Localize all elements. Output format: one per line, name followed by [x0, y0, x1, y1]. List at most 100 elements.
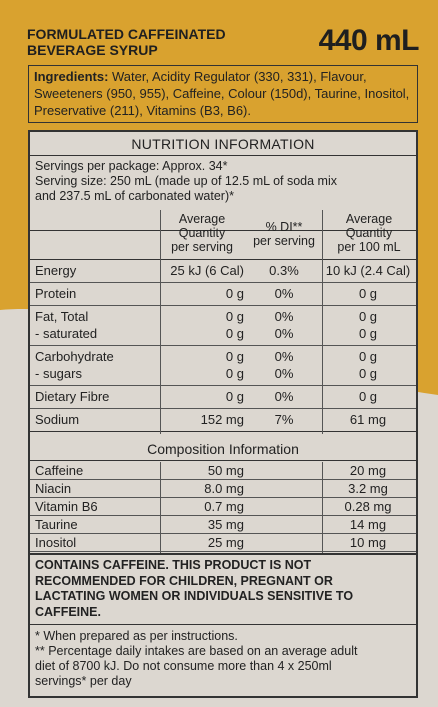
- table-row: Fat, Total 0 g 0% 0 g - saturated 0 g 0%…: [30, 306, 416, 346]
- row-per100: 61 mg: [349, 412, 387, 427]
- row-avg: 152 mg: [200, 412, 244, 427]
- comp-avg: 50 mg: [207, 463, 244, 478]
- table-row: Sodium 152 mg 7% 61 mg: [30, 409, 416, 432]
- table-row: Protein 0 g 0% 0 g: [30, 283, 416, 306]
- volume-label: 440 mL: [318, 24, 420, 57]
- header-di: % DI** per serving: [246, 220, 322, 248]
- row-sub-per100: 0 g: [358, 366, 378, 381]
- comp-per100: 20 mg: [349, 463, 387, 478]
- composition-title: Composition Information: [30, 437, 416, 461]
- row-name: Fat, Total: [35, 309, 89, 324]
- row-di: 0%: [274, 309, 294, 324]
- comp-avg: 35 mg: [207, 517, 244, 532]
- row-name: Sodium: [35, 412, 80, 427]
- row-per100: 0 g: [358, 349, 378, 364]
- row-sub-avg: 0 g: [225, 326, 244, 341]
- comp-avg: 25 mg: [207, 535, 244, 550]
- comp-per100: 0.28 mg: [344, 499, 392, 514]
- row-avg: 0 g: [225, 389, 244, 404]
- product-title-line1: FORMULATED CAFFEINATED: [27, 26, 226, 42]
- column-divider: [160, 210, 161, 434]
- nutrition-rows: Energy 25 kJ (6 Cal) 0.3% 10 kJ (2.4 Cal…: [30, 260, 416, 432]
- header-100-line3: per 100 mL: [337, 240, 401, 254]
- row-sub-per100: 0 g: [358, 326, 378, 341]
- column-headers: Average Quantity per serving % DI** per …: [30, 210, 416, 260]
- divider: [30, 553, 416, 555]
- table-row: Energy 25 kJ (6 Cal) 0.3% 10 kJ (2.4 Cal…: [30, 260, 416, 283]
- table-row: Niacin 8.0 mg 3.2 mg: [30, 480, 416, 498]
- comp-name: Caffeine: [35, 463, 84, 478]
- row-sub-di: 0%: [274, 366, 294, 381]
- footnote-2-line2: diet of 8700 kJ. Do not consume more tha…: [35, 659, 332, 673]
- header-per-100: Average Quantity per 100 mL: [322, 212, 416, 254]
- header-avg-per-serving: Average Quantity per serving: [160, 212, 248, 254]
- row-per100: 0 g: [358, 286, 378, 301]
- header-avg-line2: Quantity: [178, 226, 226, 240]
- table-row: Carbohydrate 0 g 0% 0 g - sugars 0 g 0% …: [30, 346, 416, 386]
- row-per100: 0 g: [358, 389, 378, 404]
- row-sub-name: - saturated: [35, 326, 98, 341]
- serving-info: Servings per package: Approx. 34* Servin…: [30, 156, 416, 231]
- product-title-line2: BEVERAGE SYRUP: [27, 42, 158, 58]
- table-row: Dietary Fibre 0 g 0% 0 g: [30, 386, 416, 409]
- comp-per100: 3.2 mg: [348, 481, 388, 496]
- header-di-line1: % DI**: [265, 220, 303, 234]
- serving-size-line1: Serving size: 250 mL (made up of 12.5 mL…: [35, 174, 338, 188]
- row-di: 0%: [274, 389, 294, 404]
- footnotes: * When prepared as per instructions. ** …: [35, 629, 411, 689]
- row-avg: 0 g: [225, 349, 244, 364]
- comp-name: Niacin: [35, 481, 72, 496]
- comp-name: Inositol: [35, 535, 77, 550]
- table-row: Taurine 35 mg 14 mg: [30, 516, 416, 534]
- composition-rows: Caffeine 50 mg 20 mg Niacin 8.0 mg 3.2 m…: [30, 462, 416, 552]
- servings-per-package: Servings per package: Approx. 34*: [35, 159, 228, 173]
- header-di-line2: per serving: [253, 234, 315, 248]
- row-per100: 0 g: [358, 309, 378, 324]
- row-avg: 0 g: [225, 309, 244, 324]
- table-row: Caffeine 50 mg 20 mg: [30, 462, 416, 480]
- column-divider: [160, 462, 161, 553]
- row-name: Dietary Fibre: [35, 389, 110, 404]
- row-per100: 10 kJ (2.4 Cal): [325, 263, 411, 278]
- comp-per100: 14 mg: [349, 517, 387, 532]
- comp-avg: 8.0 mg: [204, 481, 244, 496]
- ingredients-label: Ingredients:: [34, 69, 109, 84]
- product-title: FORMULATED CAFFEINATED BEVERAGE SYRUP: [27, 26, 267, 58]
- serving-size-line2: and 237.5 mL of carbonated water)*: [35, 189, 234, 203]
- warning-line2: RECOMMENDED FOR CHILDREN, PREGNANT OR: [35, 573, 333, 588]
- column-divider: [322, 462, 323, 553]
- divider: [30, 624, 416, 625]
- header-100-line1: Average: [345, 212, 393, 226]
- header-avg-line3: per serving: [171, 240, 233, 254]
- footnote-2-line3: servings* per day: [35, 674, 132, 688]
- comp-avg: 0.7 mg: [204, 499, 244, 514]
- row-sub-di: 0%: [274, 326, 294, 341]
- table-row: Vitamin B6 0.7 mg 0.28 mg: [30, 498, 416, 516]
- header-100-line2: Quantity: [345, 226, 393, 240]
- row-name: Protein: [35, 286, 77, 301]
- warning-line4: CAFFEINE.: [35, 604, 101, 619]
- row-di: 7%: [274, 412, 294, 427]
- header-avg-line1: Average: [178, 212, 226, 226]
- footnote-1: * When prepared as per instructions.: [35, 629, 238, 643]
- row-di: 0%: [274, 349, 294, 364]
- ingredients-text: Water, Acidity Regulator (330, 331), Fla…: [34, 69, 410, 118]
- ingredients-box: Ingredients: Water, Acidity Regulator (3…: [28, 65, 418, 123]
- warning-line3: LACTATING WOMEN OR INDIVIDUALS SENSITIVE…: [35, 589, 354, 603]
- nutrition-title: NUTRITION INFORMATION: [30, 132, 416, 156]
- column-divider: [322, 210, 323, 434]
- row-avg: 0 g: [225, 286, 244, 301]
- footnote-2-line1: ** Percentage daily intakes are based on…: [35, 644, 358, 658]
- comp-per100: 10 mg: [349, 535, 387, 550]
- table-row: Inositol 25 mg 10 mg: [30, 534, 416, 552]
- header: FORMULATED CAFFEINATED BEVERAGE SYRUP 44…: [27, 24, 420, 64]
- comp-name: Taurine: [35, 517, 78, 532]
- row-name: Carbohydrate: [35, 349, 114, 364]
- warning-line1: CONTAINS CAFFEINE. THIS PRODUCT IS NOT: [35, 558, 312, 572]
- row-di: 0%: [274, 286, 294, 301]
- row-avg: 25 kJ (6 Cal): [170, 263, 244, 278]
- comp-name: Vitamin B6: [35, 499, 98, 514]
- row-sub-name: - sugars: [35, 366, 82, 381]
- row-sub-avg: 0 g: [225, 366, 244, 381]
- nutrition-panel: NUTRITION INFORMATION Servings per packa…: [28, 130, 418, 698]
